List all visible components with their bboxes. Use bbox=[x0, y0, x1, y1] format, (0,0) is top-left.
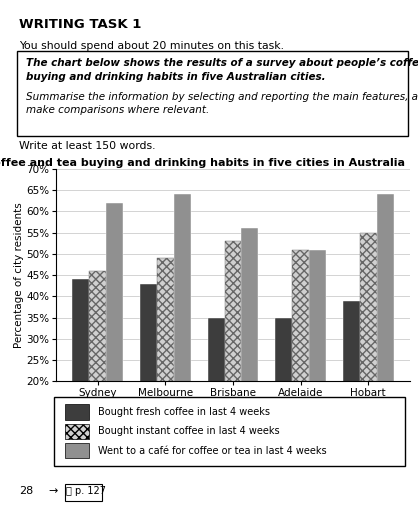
Bar bbox=[208, 317, 224, 466]
Bar bbox=[292, 250, 309, 466]
Bar bbox=[65, 404, 89, 420]
Bar bbox=[224, 241, 242, 466]
Bar bbox=[242, 228, 258, 466]
Bar bbox=[140, 284, 157, 466]
Text: WRITING TASK 1: WRITING TASK 1 bbox=[19, 18, 141, 31]
Bar bbox=[309, 250, 326, 466]
Bar bbox=[360, 233, 377, 466]
Text: 28: 28 bbox=[19, 486, 33, 496]
Text: Summarise the information by selecting and reporting the main features, and
make: Summarise the information by selecting a… bbox=[26, 92, 418, 115]
Bar bbox=[106, 203, 123, 466]
Text: 📎 p. 127: 📎 p. 127 bbox=[66, 486, 106, 496]
Bar bbox=[377, 195, 394, 466]
Y-axis label: Percentage of city residents: Percentage of city residents bbox=[13, 202, 23, 348]
Bar bbox=[174, 195, 191, 466]
Text: Went to a café for coffee or tea in last 4 weeks: Went to a café for coffee or tea in last… bbox=[98, 446, 327, 456]
Text: →: → bbox=[48, 486, 57, 496]
Bar bbox=[72, 280, 89, 466]
Bar bbox=[343, 301, 360, 466]
Bar bbox=[275, 317, 292, 466]
Text: You should spend about 20 minutes on this task.: You should spend about 20 minutes on thi… bbox=[19, 41, 284, 51]
Bar bbox=[65, 424, 89, 439]
Bar bbox=[157, 258, 174, 466]
Bar bbox=[65, 443, 89, 458]
Text: Write at least 150 words.: Write at least 150 words. bbox=[19, 141, 155, 152]
Text: Bought fresh coffee in last 4 weeks: Bought fresh coffee in last 4 weeks bbox=[98, 407, 270, 417]
Text: The chart below shows the results of a survey about people’s coffee and tea
buyi: The chart below shows the results of a s… bbox=[26, 58, 418, 81]
Bar bbox=[65, 484, 102, 501]
Text: Bought instant coffee in last 4 weeks: Bought instant coffee in last 4 weeks bbox=[98, 426, 280, 436]
Bar bbox=[89, 271, 106, 466]
Text: Coffee and tea buying and drinking habits in five cities in Australia: Coffee and tea buying and drinking habit… bbox=[0, 158, 405, 168]
